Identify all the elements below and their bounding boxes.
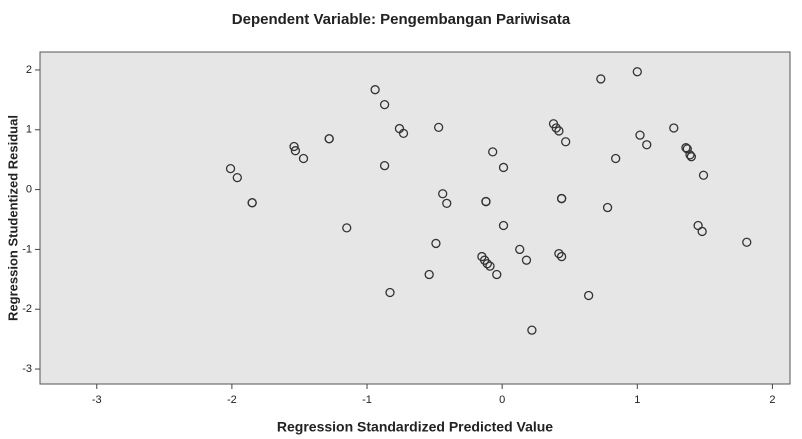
chart: Dependent Variable: Pengembangan Pariwis… — [0, 0, 802, 439]
x-tick-label: -1 — [362, 394, 372, 406]
y-tick-label: -1 — [22, 243, 32, 255]
x-tick-label: 0 — [499, 394, 505, 406]
y-tick-label: -2 — [22, 303, 32, 315]
x-axis-label: Regression Standardized Predicted Value — [277, 419, 553, 435]
plot-area — [40, 52, 790, 384]
y-axis-label: Regression Studentized Residual — [5, 115, 20, 321]
y-tick-label: 2 — [26, 64, 32, 76]
x-tick-label: 1 — [634, 394, 640, 406]
y-tick-label: -3 — [22, 363, 32, 375]
x-tick-label: -3 — [92, 394, 102, 406]
chart-title: Dependent Variable: Pengembangan Pariwis… — [232, 11, 571, 28]
x-tick-label: 2 — [769, 394, 775, 406]
y-tick-label: 0 — [26, 183, 32, 195]
y-tick-label: 1 — [26, 124, 32, 136]
x-tick-label: -2 — [227, 394, 237, 406]
